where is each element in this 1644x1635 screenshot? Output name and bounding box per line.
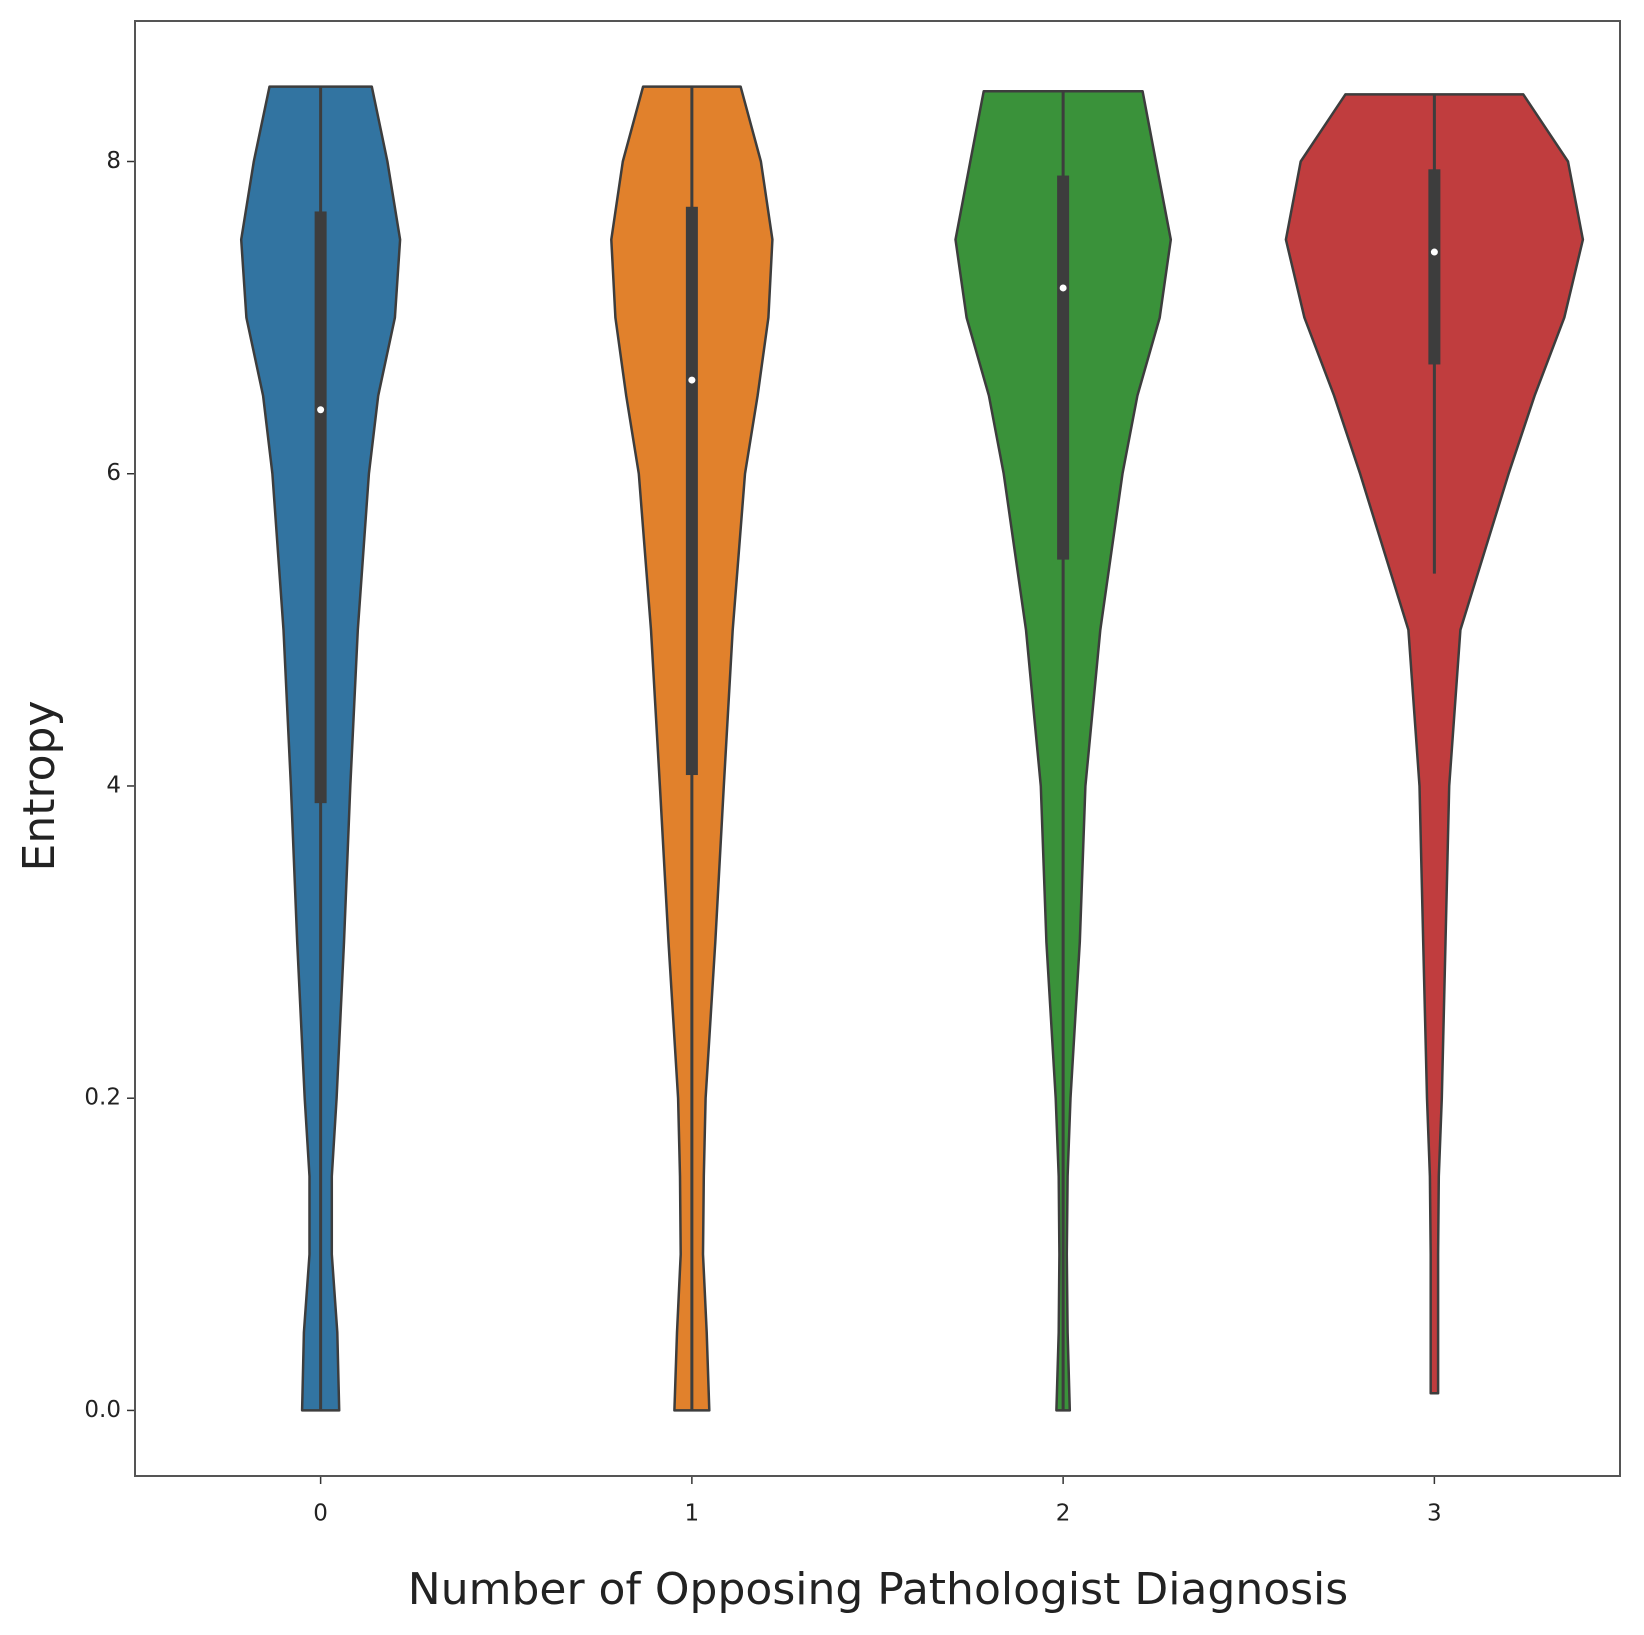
y-tick-label: 0.0 [84, 1397, 121, 1423]
plot-frame [134, 20, 1621, 1477]
y-tick-label: 6 [106, 460, 121, 486]
iqr-box [1428, 169, 1441, 365]
violin-body [1284, 93, 1585, 1395]
iqr-box [685, 206, 698, 776]
iqr-box [1057, 175, 1070, 560]
y-tick-label: 4 [106, 772, 121, 798]
x-tick-label: 2 [1056, 1501, 1071, 1527]
x-axis-label: Number of Opposing Pathologist Diagnosis [408, 1564, 1348, 1615]
median-dot [688, 376, 696, 384]
y-axis-label: Entropy [14, 701, 65, 872]
y-tick-label: 0.2 [84, 1085, 121, 1111]
median-dot [1430, 248, 1438, 256]
y-tick-label: 8 [106, 148, 121, 174]
x-tick-label: 1 [685, 1501, 700, 1527]
median-dot [317, 406, 325, 414]
iqr-box [314, 211, 327, 804]
x-tick-label: 0 [313, 1501, 328, 1527]
x-tick-label: 3 [1427, 1501, 1442, 1527]
median-dot [1059, 284, 1067, 292]
